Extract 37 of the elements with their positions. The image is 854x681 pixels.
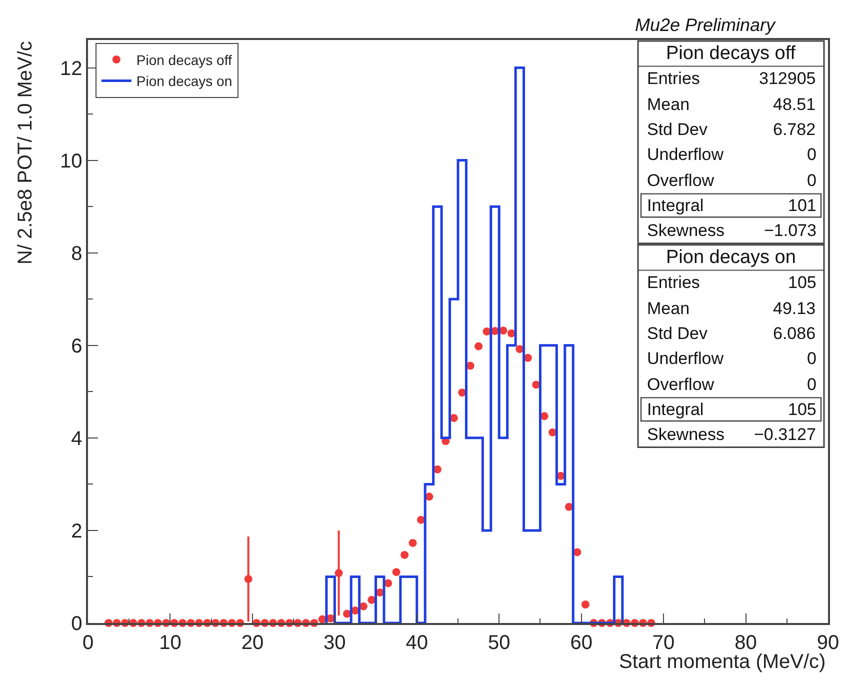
x-tick-label: 80 [734, 632, 757, 654]
y-tick-label: 6 [71, 335, 82, 358]
text: Std Dev 6.782 [647, 120, 816, 139]
text: Integral 105 [647, 400, 816, 419]
text: Skewness −1.073 [647, 221, 816, 240]
x-tick-label: 60 [570, 632, 592, 654]
text: Underflow 0 [647, 145, 816, 164]
text: Std Dev 6.086 [647, 324, 816, 343]
text: Mean 49.13 [647, 299, 816, 318]
annotation: Pion decays off [666, 43, 796, 64]
x-tick-label: 30 [324, 632, 346, 654]
text: Mean 48.51 [647, 95, 816, 114]
text: Entries 105 [647, 273, 816, 292]
y-tick-label: 8 [71, 242, 82, 265]
text: Integral 101 [647, 196, 816, 215]
x-tick-label: 50 [488, 632, 510, 654]
y-tick-label: 12 [60, 58, 82, 80]
legend-label: Pion decays off [136, 52, 232, 68]
text: Overflow 0 [647, 375, 816, 394]
x-tick-label: 90 [816, 632, 840, 654]
text: Entries 312905 [647, 69, 816, 88]
y-axis-title: N/ 2.5e8 POT/ 1.0 MeV/c [14, 41, 36, 264]
x-axis-title: Start momenta (MeV/c) [619, 651, 826, 673]
x-tick-label: 40 [406, 632, 428, 654]
text: Underflow 0 [647, 349, 816, 368]
legend-label: Pion decays on [136, 73, 232, 90]
x-tick-label: 20 [241, 632, 264, 654]
y-tick-label: 2 [71, 520, 82, 542]
y-tick-label: 0 [71, 613, 82, 635]
text: Skewness −0.3127 [647, 425, 816, 444]
y-tick-label: 10 [60, 150, 82, 172]
y-tick-label: 4 [71, 428, 82, 450]
x-tick-label: 70 [652, 632, 675, 654]
text: Overflow 0 [647, 171, 816, 190]
x-tick-label: 10 [159, 632, 182, 654]
annotation: Pion decays on [666, 247, 796, 268]
chart-title: Mu2e Preliminary [635, 15, 776, 35]
